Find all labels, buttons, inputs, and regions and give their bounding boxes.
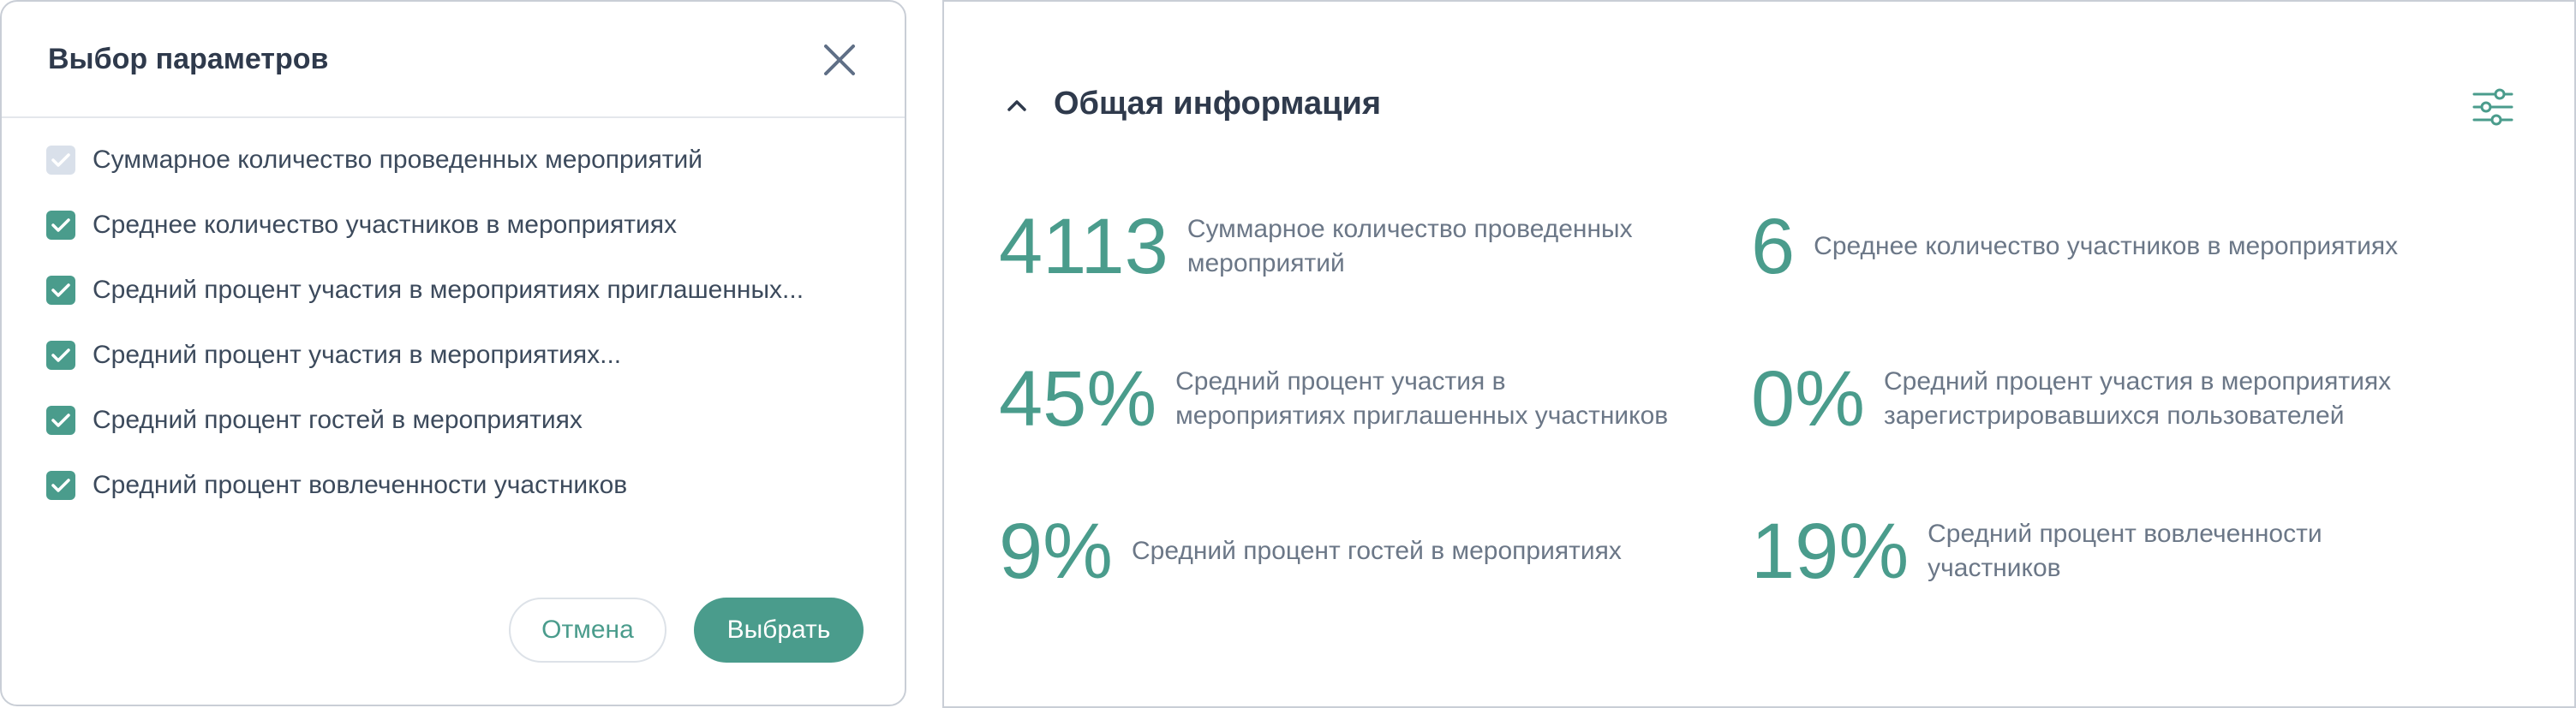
dialog-header: Выбор параметров xyxy=(2,2,905,118)
metric-label-line: мероприятий xyxy=(1186,249,1345,277)
option-label: Суммарное количество проведенных меропри… xyxy=(93,146,702,174)
metric-label: Суммарное количество проведенных меропри… xyxy=(1187,212,1633,281)
metric-value: 0% xyxy=(1751,355,1865,443)
metric-value: 45% xyxy=(999,355,1157,443)
metric-value: 6 xyxy=(1751,203,1796,290)
chevron-up-icon xyxy=(1007,100,1026,111)
settings-button[interactable] xyxy=(2471,86,2515,128)
metric-label-line: Средний процент участия в xyxy=(1175,367,1506,396)
metric-label-line: Среднее количество участников в мероприя… xyxy=(1814,232,2399,260)
metric-label-line: Средний процент вовлеченности xyxy=(1928,520,2322,548)
metric-value: 4113 xyxy=(999,203,1168,290)
metric-label-line: Суммарное количество проведенных xyxy=(1186,215,1633,243)
check-icon xyxy=(51,479,70,492)
option-label: Средний процент участия в мероприятиях п… xyxy=(93,276,804,304)
cancel-button[interactable]: Отмена xyxy=(509,598,666,663)
close-icon xyxy=(824,45,855,75)
metric-value: 9% xyxy=(999,508,1113,595)
metric-label-line: мероприятиях приглашенных участников xyxy=(1175,402,1669,430)
metric-label: Среднее количество участников в мероприя… xyxy=(1814,229,2398,264)
metric-total-events: 4113 Суммарное количество проведенных ме… xyxy=(999,207,1633,286)
metric-label: Средний процент вовлеченности участников xyxy=(1928,517,2322,586)
check-icon xyxy=(51,413,70,427)
parameter-selection-dialog: Выбор параметров Суммарное количество пр… xyxy=(0,0,906,706)
metric-avg-participants: 6 Среднее количество участников в меропр… xyxy=(1751,207,2398,286)
check-icon xyxy=(51,348,70,362)
collapse-toggle[interactable] xyxy=(1002,91,1031,120)
dialog-title: Выбор параметров xyxy=(48,43,329,75)
general-info-panel: Общая информация 4113 Суммарное количест… xyxy=(942,0,2576,708)
checkbox-checked[interactable] xyxy=(46,276,75,305)
option-label: Средний процент участия в мероприятиях..… xyxy=(93,341,622,369)
metric-label: Средний процент участия в мероприятиях з… xyxy=(1884,365,2391,433)
metric-registered-participation: 0% Средний процент участия в мероприятия… xyxy=(1751,360,2391,438)
check-icon xyxy=(51,283,70,297)
checkbox-checked[interactable] xyxy=(46,406,75,435)
option-engagement[interactable]: Средний процент вовлеченности участников xyxy=(46,468,627,503)
checkbox-checked[interactable] xyxy=(46,341,75,370)
check-icon xyxy=(51,153,70,167)
metric-guests: 9% Средний процент гостей в мероприятиях xyxy=(999,512,1622,591)
checkbox-checked[interactable] xyxy=(46,211,75,240)
metric-label-line: Средний процент гостей в мероприятиях xyxy=(1131,537,1622,565)
option-total-events[interactable]: Суммарное количество проведенных меропри… xyxy=(46,143,702,177)
metric-label-line: участников xyxy=(1928,554,2061,582)
metric-label-line: Средний процент участия в мероприятиях xyxy=(1883,367,2392,396)
metric-invited-participation: 45% Средний процент участия в мероприяти… xyxy=(999,360,1668,438)
metric-label: Средний процент участия в мероприятиях п… xyxy=(1175,365,1668,433)
option-label: Средний процент гостей в мероприятиях xyxy=(93,406,583,434)
metric-value: 19% xyxy=(1751,508,1910,595)
option-registered-participation[interactable]: Средний процент участия в мероприятиях..… xyxy=(46,338,621,372)
metric-engagement: 19% Средний процент вовлеченности участн… xyxy=(1751,512,2322,591)
check-icon xyxy=(51,218,70,232)
sliders-icon xyxy=(2472,88,2513,126)
close-button[interactable] xyxy=(819,39,860,80)
metric-label-line: зарегистрировавшихся пользователей xyxy=(1883,402,2345,430)
metric-label: Средний процент гостей в мероприятиях xyxy=(1132,534,1622,568)
option-invited-participation[interactable]: Средний процент участия в мероприятиях п… xyxy=(46,273,804,307)
select-button[interactable]: Выбрать xyxy=(694,598,864,663)
option-avg-participants[interactable]: Среднее количество участников в мероприя… xyxy=(46,208,677,242)
option-label: Средний процент вовлеченности участников xyxy=(93,471,628,499)
option-guests[interactable]: Средний процент гостей в мероприятиях xyxy=(46,403,583,437)
option-label: Среднее количество участников в мероприя… xyxy=(93,211,678,239)
checkbox-checked[interactable] xyxy=(46,471,75,500)
checkbox-disabled xyxy=(46,146,75,175)
panel-title: Общая информация xyxy=(1054,86,1382,122)
